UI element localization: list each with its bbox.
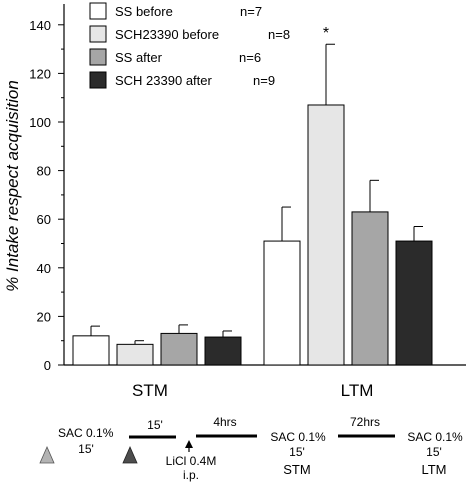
bar — [204, 336, 242, 366]
licl-label-line2: i.p. — [183, 468, 199, 482]
sac-third-line1: SAC 0.1% — [407, 430, 463, 444]
legend-label: SS after — [115, 50, 163, 65]
legend: SS before SCH23390 before SS after SCH 2339… — [89, 2, 290, 89]
legend-label: SCH23390 before — [115, 27, 219, 42]
interval-72hrs: 72hrs — [350, 415, 380, 429]
bar — [263, 240, 301, 366]
bar — [351, 211, 389, 366]
y-tick-label: 80 — [37, 164, 51, 179]
legend-n-label: n=6 — [239, 50, 261, 65]
y-tick-label: 120 — [29, 66, 51, 81]
legend-swatch — [89, 25, 107, 43]
legend-label: SS before — [115, 4, 173, 19]
annotations: * — [323, 25, 329, 42]
legend-swatch — [89, 48, 107, 66]
legend-swatch — [89, 2, 107, 20]
bar — [307, 104, 345, 366]
sac-third-line2: 15' — [426, 445, 442, 459]
sac-third-ltm-label: LTM — [421, 462, 446, 477]
protocol-diagram: SAC 0.1% 15' 15' LiCl 0.4M i.p. 4hrs SAC… — [39, 415, 463, 482]
interval-15min: 15' — [147, 418, 163, 432]
y-tick-label: 140 — [29, 18, 51, 33]
interval-4hrs: 4hrs — [213, 415, 236, 429]
legend-swatch — [89, 71, 107, 89]
bar — [72, 335, 110, 366]
triangle-dark-icon — [122, 446, 138, 464]
licl-label-line1: LiCl 0.4M — [166, 454, 217, 468]
y-tick-label: 20 — [37, 309, 51, 324]
bars — [72, 43, 433, 366]
y-tick-label: 60 — [37, 212, 51, 227]
arrow-up-icon — [185, 440, 193, 448]
y-axis-label: % Intake respect acquisition — [3, 80, 22, 292]
category-label-stm: STM — [132, 381, 168, 400]
significance-asterisk: * — [323, 25, 329, 42]
y-ticks: 0 20 40 60 80 100 120 140 — [29, 18, 64, 373]
legend-n-label: n=9 — [253, 73, 275, 88]
legend-n-label: n=8 — [268, 27, 290, 42]
y-tick-label: 40 — [37, 261, 51, 276]
sac-first-line2: 15' — [78, 442, 94, 456]
triangle-light-icon — [39, 446, 55, 464]
category-label-ltm: LTM — [341, 381, 374, 400]
sac-second-line2: 15' — [289, 445, 305, 459]
legend-n-label: n=7 — [240, 4, 262, 19]
y-tick-label: 0 — [44, 358, 51, 373]
sac-second-stm-label: STM — [283, 462, 310, 477]
bar — [116, 343, 154, 366]
bar — [160, 332, 198, 366]
y-tick-label: 100 — [29, 115, 51, 130]
sac-first-line1: SAC 0.1% — [58, 426, 114, 440]
bar — [395, 240, 433, 366]
legend-label: SCH 23390 after — [115, 73, 213, 88]
sac-second-line1: SAC 0.1% — [270, 430, 326, 444]
